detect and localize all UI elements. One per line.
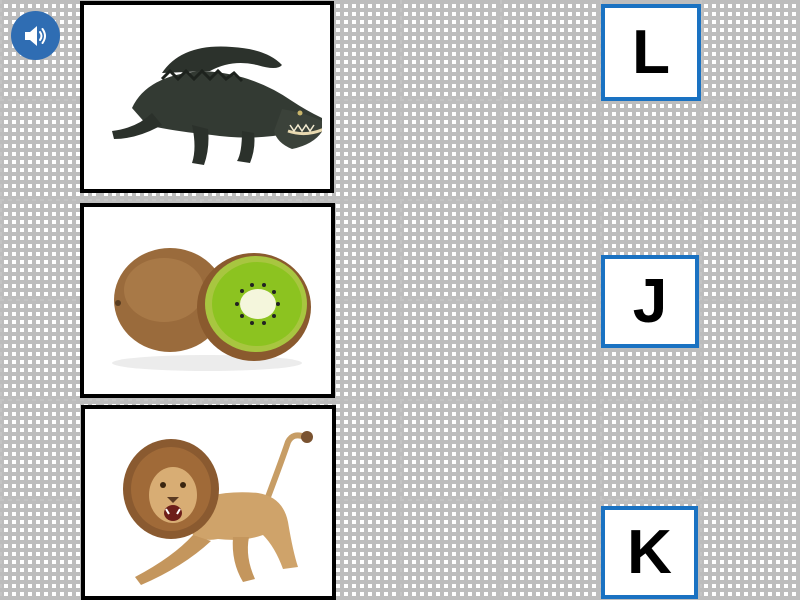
lion-image (123, 431, 313, 585)
picture-card-kiwi[interactable] (80, 203, 335, 398)
grid-line (500, 0, 502, 600)
kiwi-image (112, 248, 311, 371)
grid-line (0, 199, 800, 201)
letter-box-j[interactable]: J (601, 255, 699, 348)
crocodile-image (112, 46, 322, 165)
sound-button[interactable] (11, 11, 60, 60)
grid-line (0, 0, 2, 600)
picture-card-crocodile[interactable] (80, 1, 334, 193)
grid-line (0, 399, 800, 401)
speaker-icon (24, 25, 46, 46)
letter-box-k[interactable]: K (601, 506, 698, 599)
grid-line (400, 0, 402, 600)
letter-box-l[interactable]: L (601, 4, 701, 101)
picture-card-lion[interactable] (81, 405, 336, 600)
